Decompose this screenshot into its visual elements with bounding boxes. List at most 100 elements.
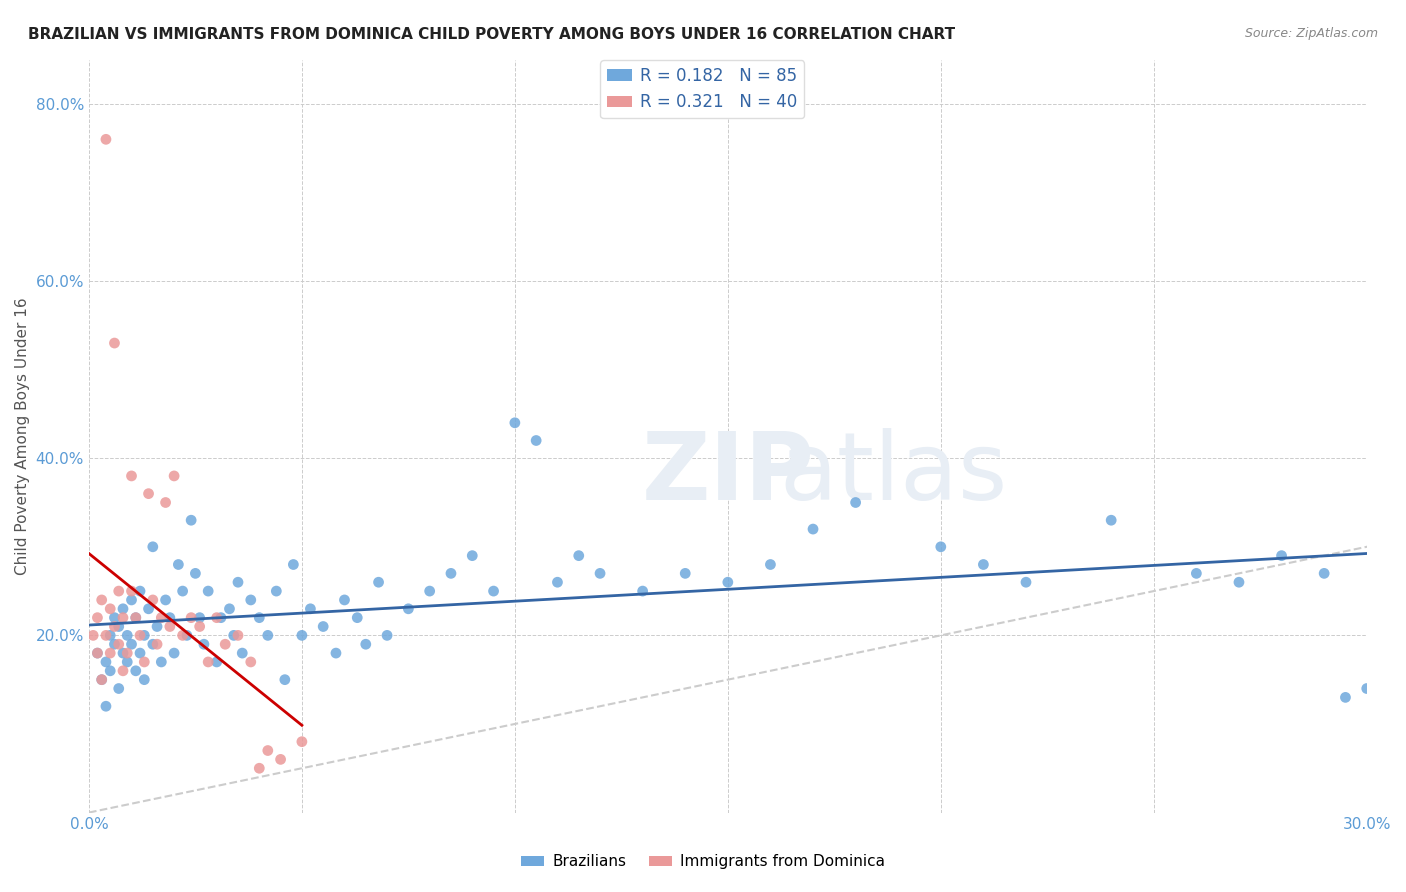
Point — [138, 602, 160, 616]
Point — [98, 628, 121, 642]
Text: Source: ZipAtlas.com: Source: ZipAtlas.com — [1244, 27, 1378, 40]
Point — [205, 610, 228, 624]
Point — [150, 610, 173, 624]
Point — [266, 584, 288, 599]
Text: atlas: atlas — [780, 428, 1008, 520]
Point — [159, 619, 181, 633]
Point — [107, 584, 129, 599]
Point — [103, 637, 125, 651]
Point — [1015, 575, 1038, 590]
Point — [134, 628, 156, 642]
Point — [222, 628, 245, 642]
Point — [98, 646, 121, 660]
Point — [90, 593, 112, 607]
Point — [299, 602, 322, 616]
Point — [325, 646, 347, 660]
Point — [107, 681, 129, 696]
Point — [312, 619, 335, 633]
Point — [247, 610, 270, 624]
Point — [155, 593, 177, 607]
Point — [205, 655, 228, 669]
Point — [86, 610, 108, 624]
Point — [396, 602, 419, 616]
Point — [138, 486, 160, 500]
Point — [103, 619, 125, 633]
Point — [197, 584, 219, 599]
Point — [218, 602, 240, 616]
Point — [86, 646, 108, 660]
Point — [440, 566, 463, 581]
Point — [121, 593, 143, 607]
Point — [673, 566, 696, 581]
Point — [94, 655, 117, 669]
Point — [103, 336, 125, 351]
Point — [482, 584, 505, 599]
Point — [226, 575, 249, 590]
Point — [283, 558, 305, 572]
Point — [172, 584, 194, 599]
Point — [142, 540, 165, 554]
Point — [155, 495, 177, 509]
Point — [274, 673, 297, 687]
Point — [1313, 566, 1336, 581]
Point — [146, 619, 169, 633]
Point — [129, 646, 152, 660]
Point — [256, 628, 278, 642]
Point — [503, 416, 526, 430]
Point — [801, 522, 824, 536]
Point — [163, 646, 186, 660]
Point — [247, 761, 270, 775]
Point — [103, 610, 125, 624]
Point — [125, 610, 148, 624]
Point — [98, 602, 121, 616]
Point — [346, 610, 368, 624]
Point — [90, 673, 112, 687]
Point — [180, 610, 202, 624]
Point — [111, 646, 134, 660]
Point — [121, 637, 143, 651]
Text: BRAZILIAN VS IMMIGRANTS FROM DOMINICA CHILD POVERTY AMONG BOYS UNDER 16 CORRELAT: BRAZILIAN VS IMMIGRANTS FROM DOMINICA CH… — [28, 27, 955, 42]
Point — [367, 575, 389, 590]
Point — [759, 558, 782, 572]
Point — [129, 584, 152, 599]
Point — [94, 699, 117, 714]
Point — [461, 549, 484, 563]
Point — [239, 655, 262, 669]
Point — [172, 628, 194, 642]
Legend: R = 0.182   N = 85, R = 0.321   N = 40: R = 0.182 N = 85, R = 0.321 N = 40 — [600, 61, 804, 118]
Point — [546, 575, 568, 590]
Point — [256, 743, 278, 757]
Point — [146, 637, 169, 651]
Point — [333, 593, 356, 607]
Point — [94, 628, 117, 642]
Point — [142, 637, 165, 651]
Point — [972, 558, 994, 572]
Point — [82, 628, 104, 642]
Point — [150, 655, 173, 669]
Point — [94, 132, 117, 146]
Point — [354, 637, 377, 651]
Point — [631, 584, 654, 599]
Point — [117, 646, 139, 660]
Point — [180, 513, 202, 527]
Point — [1099, 513, 1122, 527]
Point — [291, 734, 314, 748]
Point — [125, 610, 148, 624]
Point — [193, 637, 215, 651]
Point — [375, 628, 398, 642]
Point — [134, 655, 156, 669]
Point — [111, 602, 134, 616]
Point — [134, 673, 156, 687]
Point — [111, 610, 134, 624]
Point — [111, 664, 134, 678]
Point — [717, 575, 740, 590]
Point — [1355, 681, 1378, 696]
Point — [121, 469, 143, 483]
Point — [142, 593, 165, 607]
Point — [226, 628, 249, 642]
Point — [176, 628, 198, 642]
Point — [568, 549, 591, 563]
Point — [159, 610, 181, 624]
Point — [90, 673, 112, 687]
Point — [231, 646, 253, 660]
